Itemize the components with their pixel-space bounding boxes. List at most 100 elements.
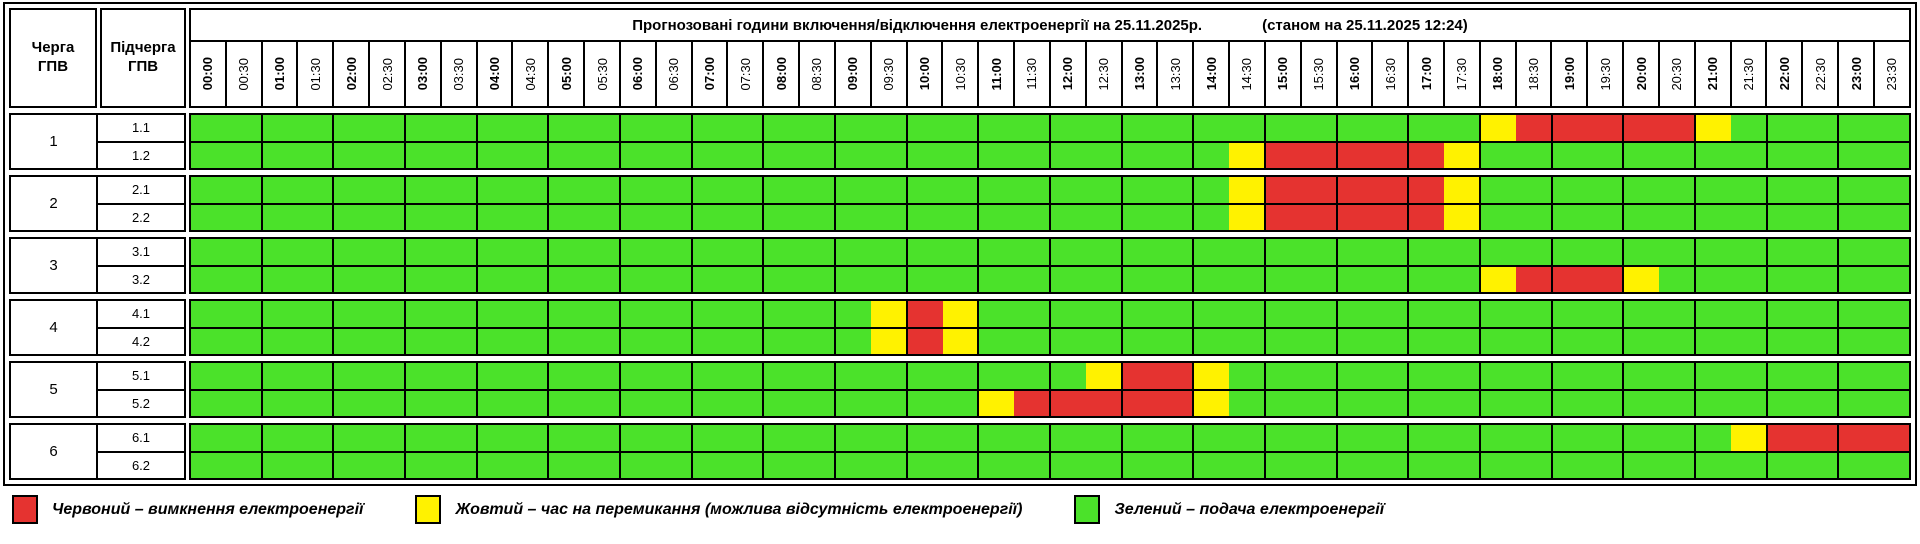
slot-power-on — [1696, 204, 1731, 230]
slot-power-on — [836, 204, 871, 230]
slot-power-on — [440, 363, 476, 389]
slot-power-on — [225, 452, 261, 478]
slot-power-on — [692, 390, 728, 416]
slot-power-on — [584, 452, 620, 478]
time-label-text: 13:00 — [1131, 57, 1147, 91]
slot-power-on — [1337, 425, 1373, 451]
hour-cell — [1409, 390, 1482, 416]
hour-cell — [692, 204, 765, 230]
hour-cell — [1051, 142, 1123, 168]
hour-cell — [1409, 239, 1482, 265]
slot-power-on — [1051, 452, 1086, 478]
hour-cell — [1696, 328, 1768, 354]
time-label: 19:30 — [1588, 42, 1625, 106]
slot-power-on — [1122, 142, 1158, 168]
hour-cell — [621, 266, 693, 292]
slot-power-on — [1372, 328, 1408, 354]
slot-power-on — [1874, 239, 1910, 265]
slot-power-on — [297, 177, 333, 203]
time-label-text: 00:30 — [236, 57, 252, 91]
time-label-text: 06:00 — [630, 57, 646, 91]
slot-outage — [1372, 204, 1408, 230]
slot-power-on — [1051, 425, 1086, 451]
hour-cell — [1409, 142, 1482, 168]
slot-power-on — [836, 452, 871, 478]
slot-power-on — [1515, 301, 1551, 327]
hour-cell — [1696, 301, 1768, 327]
slot-power-on — [191, 204, 226, 230]
schedule-grid — [189, 361, 1911, 418]
hour-cell — [1194, 363, 1267, 389]
slot-power-on — [836, 239, 871, 265]
slot-switching — [1481, 115, 1516, 141]
hour-cell — [1337, 390, 1410, 416]
slot-power-on — [369, 177, 405, 203]
slot-power-on — [1802, 115, 1838, 141]
hour-cell — [1552, 239, 1625, 265]
slot-power-on — [191, 142, 226, 168]
hour-cell — [1337, 204, 1410, 230]
hour-cell — [549, 177, 622, 203]
queue-number: 5 — [11, 363, 98, 416]
hour-cell — [1122, 115, 1195, 141]
slot-power-on — [1624, 452, 1660, 478]
hour-cell — [1122, 301, 1195, 327]
hour-cell — [406, 363, 478, 389]
slot-power-on — [406, 363, 441, 389]
slot-power-on — [1802, 390, 1838, 416]
table-title-row: Прогнозовані години включення/відключенн… — [191, 10, 1909, 42]
time-label-text: 10:30 — [952, 57, 968, 91]
schedule-table: Черга ГПВ Підчерга ГПВ Прогнозовані годи… — [3, 2, 1917, 486]
slot-power-on — [225, 266, 261, 292]
slot-power-on — [1194, 142, 1230, 168]
slot-switching — [870, 328, 906, 354]
slot-power-on — [1372, 115, 1408, 141]
hour-cell — [1696, 425, 1768, 451]
hour-cell — [262, 115, 335, 141]
hour-cell — [907, 115, 980, 141]
schedule-row — [191, 204, 1910, 230]
time-label: 15:00 — [1266, 42, 1302, 106]
slot-power-on — [1409, 328, 1445, 354]
hour-cell — [692, 301, 765, 327]
slot-power-on — [334, 142, 370, 168]
slot-power-on — [297, 301, 333, 327]
slot-power-on — [799, 204, 835, 230]
slot-power-on — [225, 328, 261, 354]
slot-power-on — [1014, 177, 1050, 203]
time-label-text: 08:30 — [809, 57, 825, 91]
slot-power-on — [1157, 452, 1193, 478]
slot-power-on — [836, 390, 871, 416]
hour-cell — [1051, 301, 1123, 327]
time-label-text: 13:30 — [1167, 57, 1183, 91]
slot-power-on — [477, 390, 513, 416]
slot-power-on — [1051, 266, 1086, 292]
slot-power-on — [655, 239, 691, 265]
slot-power-on — [334, 177, 370, 203]
slot-outage — [1266, 204, 1301, 230]
slot-power-on — [1767, 301, 1803, 327]
slot-switching — [1730, 425, 1766, 451]
hour-cell — [191, 425, 263, 451]
slot-power-on — [1802, 452, 1838, 478]
slot-power-on — [584, 266, 620, 292]
slot-power-on — [1014, 328, 1050, 354]
slot-power-on — [1659, 363, 1695, 389]
slot-power-on — [1085, 177, 1121, 203]
slot-power-on — [655, 301, 691, 327]
slot-power-on — [836, 142, 871, 168]
time-label-text: 12:00 — [1060, 57, 1076, 91]
slot-power-on — [334, 239, 370, 265]
slot-power-on — [1300, 266, 1336, 292]
slot-power-on — [297, 425, 333, 451]
hour-cell — [1266, 204, 1338, 230]
time-labels: 00:00 00:30 01:00 01:30 02:00 02:30 03:00 03:30… — [191, 42, 1909, 106]
slot-outage — [1122, 363, 1158, 389]
slot-power-on — [1337, 452, 1373, 478]
hour-cell — [1767, 204, 1840, 230]
slot-power-on — [907, 266, 943, 292]
slot-power-on — [1085, 452, 1121, 478]
slot-power-on — [1300, 425, 1336, 451]
hour-cell — [1552, 204, 1625, 230]
time-label-text: 04:30 — [522, 57, 538, 91]
